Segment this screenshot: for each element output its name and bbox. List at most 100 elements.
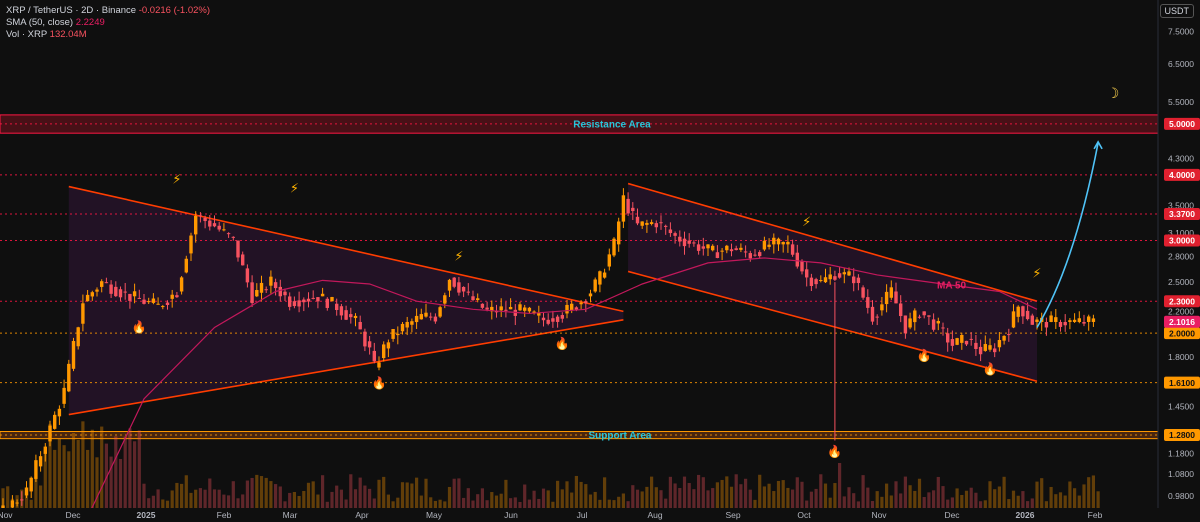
volume-bar (936, 476, 940, 508)
candle-body (903, 315, 908, 334)
volume-bar (762, 486, 766, 508)
volume-bar (269, 481, 273, 508)
volume-bar (86, 449, 90, 508)
volume-bar (513, 497, 517, 508)
volume-bar (241, 494, 245, 508)
time-tick-label: Oct (797, 510, 811, 520)
volume-bar (90, 429, 94, 508)
candle-body (537, 313, 541, 316)
volume-bar (776, 480, 781, 508)
time-tick-label: Nov (871, 510, 887, 520)
candle-body (692, 242, 696, 244)
sma-value: 2.2249 (75, 17, 105, 28)
candle-body (753, 254, 757, 256)
volume-bar (104, 443, 108, 508)
lightning-icon: ⚡ (802, 215, 811, 230)
volume-bar (358, 477, 362, 508)
volume-bar (772, 491, 776, 508)
candle-body (386, 342, 391, 349)
candle-body (288, 296, 292, 307)
candle-body (203, 217, 207, 222)
volume-bar (1096, 491, 1100, 508)
volume-bar (964, 490, 969, 508)
volume-bar (631, 485, 635, 508)
volume-bar (377, 479, 381, 508)
candle-body (814, 279, 818, 285)
volume-bar (697, 474, 701, 508)
candle-body (447, 279, 452, 291)
volume-bar (67, 451, 71, 508)
volume-bar (391, 501, 395, 508)
price-badge-label: 3.0000 (1169, 236, 1195, 246)
volume-bar (551, 501, 555, 508)
candle-body (278, 286, 282, 297)
volume-bar (53, 449, 57, 508)
volume-bar (828, 497, 832, 508)
price-tick-label: 1.0800 (1168, 469, 1194, 479)
volume-bar (781, 480, 785, 508)
candle-body (936, 321, 940, 324)
volume-bar (76, 440, 80, 508)
volume-bar (833, 483, 837, 508)
candle-body (81, 303, 85, 324)
candle-body (273, 282, 278, 289)
candle-body (104, 282, 109, 284)
volume-bar (847, 487, 851, 508)
ma50-label: MA 50 (937, 281, 967, 292)
candle-body (504, 309, 508, 311)
time-tick-label: 2025 (137, 510, 156, 520)
volume-bar (579, 481, 583, 508)
volume-bar (645, 486, 649, 508)
volume-bar (447, 486, 452, 508)
candle-body (598, 271, 602, 285)
price-tick-label: 3.1000 (1168, 228, 1194, 238)
candle-body (640, 221, 644, 226)
symbol-label[interactable]: XRP / TetherUS · 2D · Binance (6, 5, 137, 16)
volume-bar (753, 499, 757, 508)
volume-bar (678, 488, 682, 508)
volume-bar (147, 498, 151, 508)
sma-label[interactable]: SMA (50, close) (6, 17, 74, 28)
volume-bar (1040, 478, 1044, 508)
currency-button[interactable]: USDT (1159, 4, 1194, 18)
candle-body (993, 348, 997, 353)
price-badge (1164, 207, 1200, 220)
volume-bar (607, 499, 611, 508)
time-tick-label: Dec (65, 510, 81, 520)
candle-body (833, 276, 837, 280)
candle-body (367, 341, 372, 348)
candle-body (62, 387, 66, 404)
candle-body (852, 276, 856, 284)
candle-body (523, 307, 527, 311)
candle-body (245, 268, 250, 283)
price-badge-label: 5.0000 (1169, 119, 1195, 129)
volume-label[interactable]: Vol · XRP (6, 29, 48, 40)
candle-body (34, 460, 38, 479)
volume-bar (786, 487, 790, 508)
volume-bar (490, 492, 494, 508)
time-tick-label: Jul (577, 510, 588, 520)
candle-body (20, 499, 24, 501)
volume-bar (758, 474, 762, 508)
volume-bar (349, 474, 353, 508)
volume-bar (57, 438, 61, 508)
volume-bar (744, 478, 748, 508)
candle-body (795, 252, 799, 267)
volume-bar (664, 498, 668, 508)
candle-body (842, 272, 846, 275)
candle-body (856, 277, 861, 283)
candle-body (132, 291, 137, 297)
candle-body (884, 291, 889, 305)
candle-body (729, 249, 734, 252)
candle-body (612, 238, 616, 256)
volume-bar (325, 501, 329, 508)
candle-body (1082, 321, 1086, 324)
volume-bar (316, 494, 320, 508)
candle-body (424, 312, 428, 317)
candle-body (1002, 335, 1006, 341)
price-tick-label: 4.3000 (1168, 153, 1194, 163)
candle-body (767, 244, 771, 247)
price-badge (1164, 327, 1200, 340)
candle-body (574, 307, 579, 310)
